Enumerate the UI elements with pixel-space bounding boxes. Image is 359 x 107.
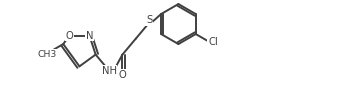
Text: NH: NH (102, 66, 117, 76)
Text: O: O (66, 31, 73, 41)
Text: S: S (146, 15, 152, 25)
Text: CH3: CH3 (38, 50, 57, 59)
Text: N: N (86, 31, 93, 41)
Text: O: O (118, 70, 126, 80)
Text: Cl: Cl (208, 37, 218, 47)
